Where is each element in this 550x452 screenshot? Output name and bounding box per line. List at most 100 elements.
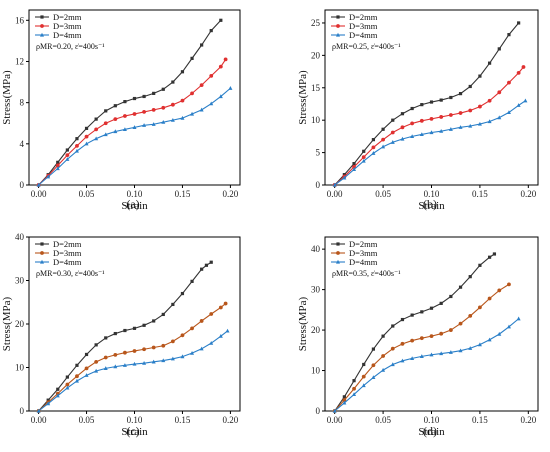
data-point	[371, 375, 376, 380]
series-1	[333, 21, 521, 187]
data-point	[190, 279, 194, 283]
data-point	[171, 302, 175, 307]
data-point	[487, 61, 492, 65]
data-point	[161, 312, 165, 317]
data-point	[228, 86, 233, 90]
data-point	[449, 95, 453, 100]
data-point	[123, 100, 127, 104]
data-point	[478, 263, 482, 267]
x-tick-label: 0.15	[175, 189, 191, 199]
data-point	[507, 33, 511, 37]
data-point	[170, 117, 175, 122]
data-point	[361, 158, 366, 163]
data-point	[400, 136, 405, 141]
data-point	[142, 347, 146, 352]
data-point	[362, 362, 366, 367]
data-point	[180, 354, 185, 359]
data-point	[390, 346, 395, 351]
data-point	[410, 338, 415, 343]
y-tick-label: 0	[20, 180, 25, 190]
data-point	[419, 354, 424, 358]
data-point	[410, 134, 415, 138]
data-point	[209, 312, 214, 316]
y-tick-label: 12	[15, 56, 24, 66]
series-line	[334, 318, 519, 412]
data-point	[199, 319, 204, 323]
data-point	[142, 110, 146, 114]
data-point	[410, 121, 415, 126]
data-point	[497, 288, 502, 293]
legend-entry: D=4mm	[53, 30, 82, 40]
data-point	[200, 267, 204, 271]
data-point	[381, 334, 385, 338]
legend-marker	[40, 251, 44, 255]
x-tick-label: 0.00	[31, 415, 47, 425]
legend-marker	[40, 15, 44, 19]
data-point	[113, 331, 117, 336]
data-point	[209, 340, 214, 345]
data-point	[516, 316, 521, 321]
x-tick-label: 0.05	[375, 415, 391, 425]
panel-label: (c)	[126, 424, 139, 438]
data-point	[429, 352, 434, 357]
data-point	[199, 346, 204, 351]
data-point	[113, 129, 118, 134]
data-point	[342, 173, 346, 177]
series-line	[334, 22, 520, 186]
data-point	[199, 83, 204, 88]
x-tick-label: 0.10	[127, 189, 143, 199]
legend-entry: D=4mm	[349, 30, 378, 40]
data-point	[180, 70, 185, 74]
data-point	[381, 354, 385, 358]
data-point	[122, 127, 127, 132]
data-point	[516, 103, 521, 107]
data-point	[497, 90, 502, 95]
data-point	[180, 115, 185, 120]
y-tick-label: 20	[311, 325, 321, 335]
legend-entry: D=3mm	[349, 248, 378, 258]
chart-panel-3: 0.00 0.05 0.10 0.15 0.20 0 10 20 30 40 Strain Stres…	[1, 232, 241, 438]
legend-marker	[336, 242, 340, 246]
x-axis-label: Strain	[121, 200, 148, 212]
data-point	[521, 65, 526, 69]
data-point	[190, 350, 195, 355]
legend-marker	[336, 32, 340, 37]
x-tick-label: 0.00	[327, 415, 343, 425]
x-axis-label: Strain	[418, 200, 445, 212]
data-point	[190, 326, 194, 331]
data-point	[94, 117, 98, 121]
data-point	[218, 64, 223, 69]
data-point	[55, 166, 60, 171]
data-point	[458, 348, 463, 353]
data-point	[46, 398, 50, 402]
data-point	[492, 252, 497, 256]
series-line	[334, 283, 510, 412]
data-point	[225, 328, 230, 333]
data-point	[487, 98, 492, 103]
y-tick-label: 25	[311, 18, 321, 28]
series-line	[334, 253, 495, 412]
data-point	[410, 356, 415, 360]
data-point	[439, 129, 444, 133]
data-point	[209, 260, 213, 264]
data-point	[142, 323, 146, 327]
data-point	[391, 118, 395, 122]
series-line	[334, 100, 526, 186]
x-tick-label: 0.20	[520, 415, 536, 425]
data-point	[113, 352, 118, 357]
data-point	[400, 341, 405, 346]
data-point	[391, 324, 395, 328]
x-axis-label: Strain	[121, 426, 148, 438]
data-point	[458, 92, 463, 96]
annotation: ρMR=0.35, ε̇=400s⁻¹	[332, 269, 401, 278]
legend-entry: D=3mm	[53, 21, 82, 31]
data-point	[75, 374, 79, 379]
data-point	[94, 368, 99, 373]
data-point	[65, 375, 69, 379]
data-point	[361, 155, 366, 160]
data-point	[151, 122, 156, 126]
data-point	[458, 321, 463, 326]
data-point	[420, 310, 424, 314]
data-point	[209, 28, 213, 33]
